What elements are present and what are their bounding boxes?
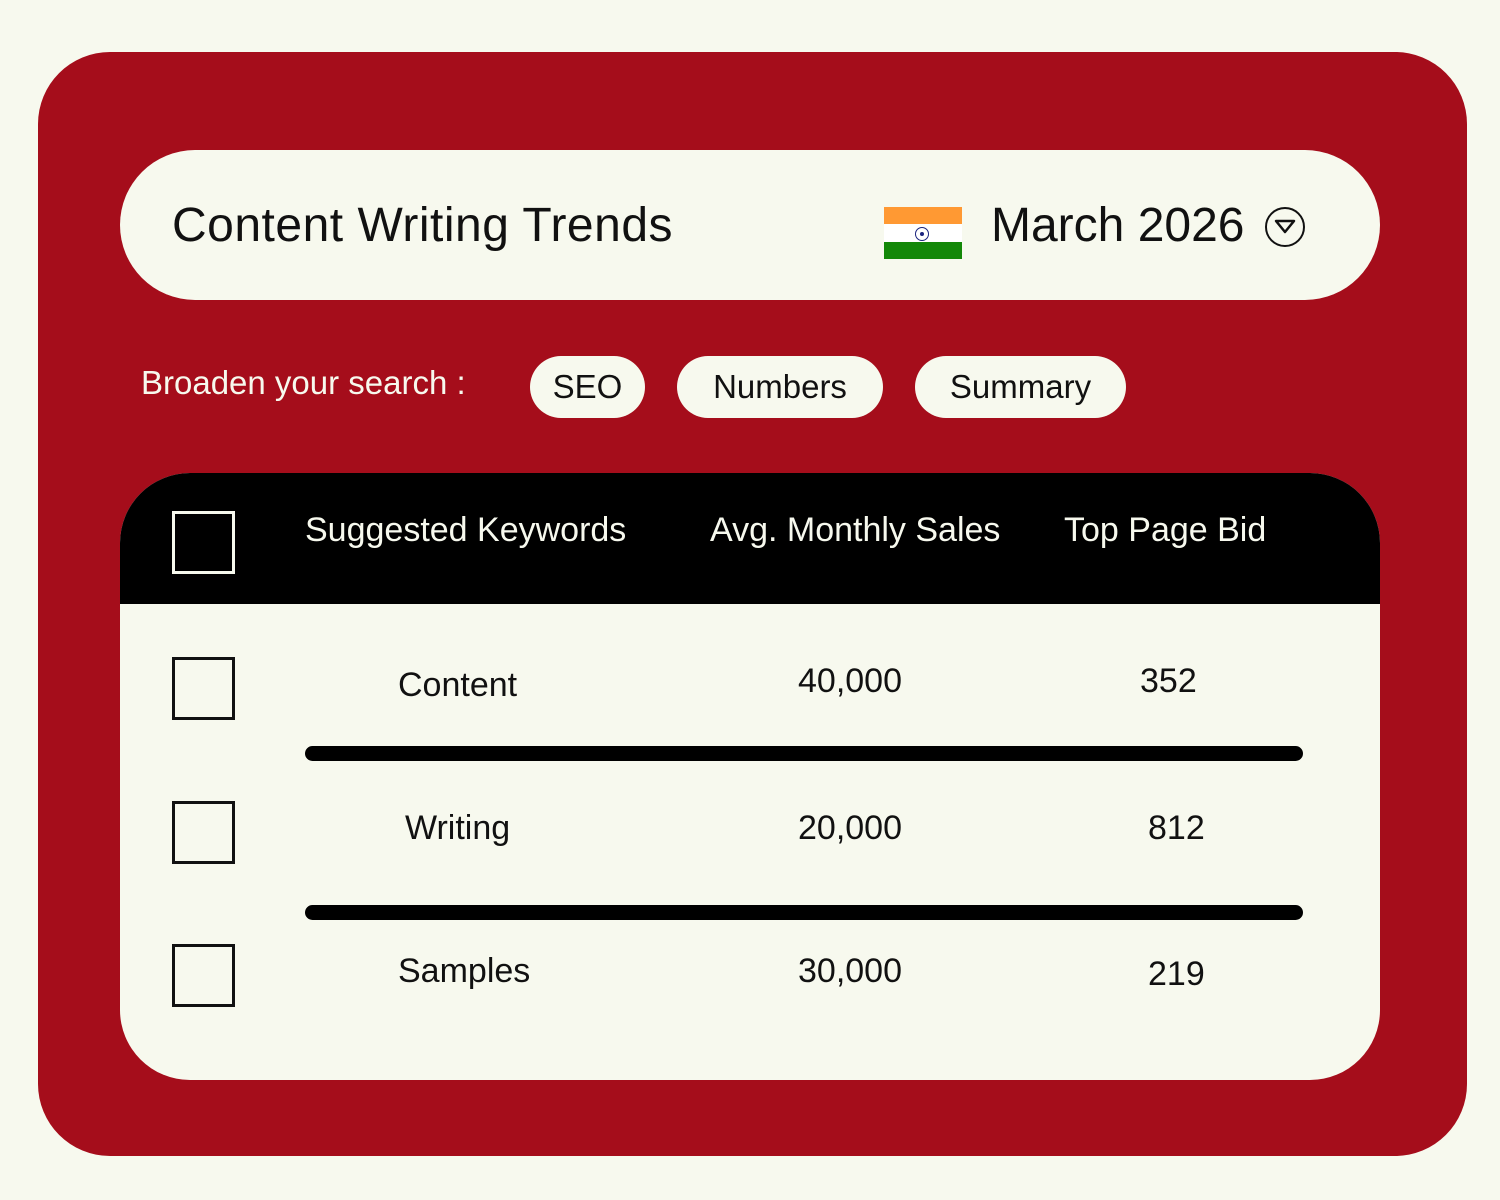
keyword-cell: Content bbox=[398, 666, 518, 704]
chevron-down-circle-icon[interactable] bbox=[1265, 207, 1305, 247]
header-bar: Content Writing Trends March 2026 bbox=[120, 150, 1380, 300]
keyword-cell: Writing bbox=[405, 809, 511, 847]
column-header-bid[interactable]: Top Page Bid bbox=[1064, 511, 1267, 549]
sales-cell: 20,000 bbox=[798, 809, 902, 847]
row-divider bbox=[305, 905, 1303, 920]
india-flag-icon bbox=[884, 207, 962, 259]
sales-cell: 40,000 bbox=[798, 662, 902, 700]
table-header: Suggested Keywords Avg. Monthly Sales To… bbox=[120, 473, 1380, 604]
keywords-table: Suggested Keywords Avg. Monthly Sales To… bbox=[120, 473, 1380, 1080]
row-checkbox[interactable] bbox=[172, 657, 235, 720]
date-selector-value[interactable]: March 2026 bbox=[991, 199, 1245, 252]
bid-cell: 219 bbox=[1148, 955, 1205, 993]
keyword-cell: Samples bbox=[398, 952, 531, 990]
page-title: Content Writing Trends bbox=[172, 199, 674, 252]
row-checkbox[interactable] bbox=[172, 944, 235, 1007]
column-header-keywords[interactable]: Suggested Keywords bbox=[305, 511, 627, 549]
broaden-search-label: Broaden your search : bbox=[141, 364, 466, 401]
bid-cell: 812 bbox=[1148, 809, 1205, 847]
chip-seo[interactable]: SEO bbox=[530, 356, 645, 418]
chip-summary[interactable]: Summary bbox=[915, 356, 1126, 418]
row-divider bbox=[305, 746, 1303, 761]
chip-numbers[interactable]: Numbers bbox=[677, 356, 883, 418]
select-all-checkbox[interactable] bbox=[172, 511, 235, 574]
bid-cell: 352 bbox=[1140, 662, 1197, 700]
row-checkbox[interactable] bbox=[172, 801, 235, 864]
sales-cell: 30,000 bbox=[798, 952, 902, 990]
column-header-sales[interactable]: Avg. Monthly Sales bbox=[710, 511, 1001, 549]
